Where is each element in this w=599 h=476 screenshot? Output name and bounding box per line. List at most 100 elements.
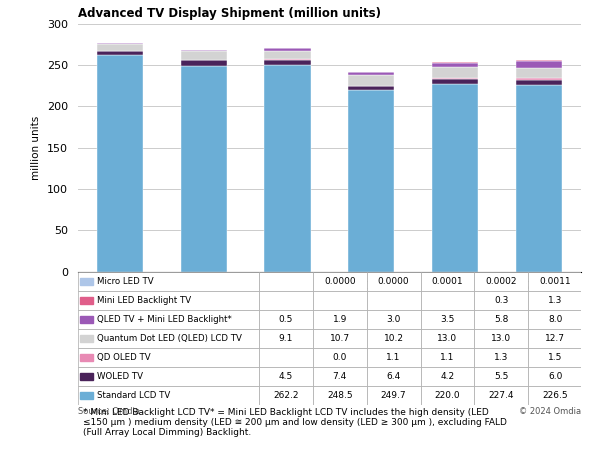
Bar [516, 68, 562, 79]
Bar [432, 78, 478, 79]
Bar [516, 61, 562, 68]
Text: 13.0: 13.0 [437, 334, 458, 343]
Bar [367, 347, 420, 367]
Bar [349, 72, 394, 75]
Bar [80, 316, 93, 323]
Bar [367, 272, 420, 291]
Text: QLED TV + Mini LED Backlight*: QLED TV + Mini LED Backlight* [97, 315, 232, 324]
Bar [313, 328, 367, 347]
Text: © 2024 Omdia: © 2024 Omdia [519, 407, 581, 416]
Text: 9.1: 9.1 [279, 334, 293, 343]
Text: 1.3: 1.3 [494, 353, 509, 362]
Bar [264, 48, 310, 51]
Text: 3.0: 3.0 [386, 315, 401, 324]
Text: 227.4: 227.4 [489, 390, 514, 399]
Bar [516, 85, 562, 272]
Bar [516, 79, 562, 85]
Bar [432, 63, 478, 68]
Bar [97, 55, 143, 272]
Bar [313, 310, 367, 328]
Text: Quantum Dot LED (QLED) LCD TV: Quantum Dot LED (QLED) LCD TV [97, 334, 242, 343]
Text: Advanced TV Display Shipment (million units): Advanced TV Display Shipment (million un… [78, 7, 381, 20]
Bar [264, 51, 310, 59]
Bar [474, 367, 528, 386]
Bar [259, 367, 313, 386]
Bar [78, 310, 259, 328]
Text: QD OLED TV: QD OLED TV [97, 353, 150, 362]
Bar [80, 354, 93, 361]
Bar [78, 367, 259, 386]
Text: 1.5: 1.5 [548, 353, 562, 362]
Bar [420, 291, 474, 310]
Bar [474, 291, 528, 310]
Bar [80, 373, 93, 380]
Bar [420, 347, 474, 367]
Bar [78, 347, 259, 367]
Bar [349, 87, 394, 90]
Text: 4.5: 4.5 [279, 372, 293, 380]
Bar [181, 50, 226, 51]
Bar [80, 278, 93, 285]
Bar [528, 272, 582, 291]
Bar [349, 90, 394, 272]
Text: 13.0: 13.0 [491, 334, 512, 343]
Text: 5.5: 5.5 [494, 372, 509, 380]
Text: 5.8: 5.8 [494, 315, 509, 324]
Bar [259, 310, 313, 328]
Text: Micro LED TV: Micro LED TV [97, 277, 153, 286]
Text: 10.2: 10.2 [383, 334, 404, 343]
Bar [474, 386, 528, 405]
Bar [516, 60, 562, 61]
Bar [181, 60, 226, 66]
Bar [367, 386, 420, 405]
Bar [181, 66, 226, 272]
Text: * Mini LED Backlight LCD TV* = Mini LED Backlight LCD TV includes the high densi: * Mini LED Backlight LCD TV* = Mini LED … [83, 407, 507, 437]
Bar [78, 386, 259, 405]
Bar [97, 44, 143, 51]
Bar [420, 272, 474, 291]
Bar [259, 291, 313, 310]
Bar [97, 51, 143, 55]
Bar [313, 386, 367, 405]
Bar [367, 291, 420, 310]
Text: WOLED TV: WOLED TV [97, 372, 143, 380]
Text: 220.0: 220.0 [435, 390, 460, 399]
Bar [528, 367, 582, 386]
Bar [474, 328, 528, 347]
Text: 0.0001: 0.0001 [432, 277, 463, 286]
Bar [349, 86, 394, 87]
Bar [313, 272, 367, 291]
Bar [528, 291, 582, 310]
Text: 3.5: 3.5 [440, 315, 455, 324]
Bar [80, 392, 93, 399]
Text: 0.3: 0.3 [494, 296, 509, 305]
Text: 6.4: 6.4 [386, 372, 401, 380]
Bar [420, 367, 474, 386]
Text: 0.0002: 0.0002 [486, 277, 517, 286]
Text: 12.7: 12.7 [545, 334, 565, 343]
Bar [264, 60, 310, 65]
Bar [432, 68, 478, 78]
Bar [313, 291, 367, 310]
Text: 249.7: 249.7 [381, 390, 406, 399]
Bar [474, 272, 528, 291]
Text: 1.3: 1.3 [548, 296, 562, 305]
Text: 1.1: 1.1 [440, 353, 455, 362]
Bar [259, 386, 313, 405]
Text: 0.0000: 0.0000 [324, 277, 356, 286]
Bar [528, 328, 582, 347]
Bar [420, 386, 474, 405]
Text: 0.5: 0.5 [279, 315, 293, 324]
Bar [367, 328, 420, 347]
Text: 4.2: 4.2 [440, 372, 455, 380]
Bar [259, 347, 313, 367]
Bar [181, 51, 226, 60]
Text: 1.9: 1.9 [332, 315, 347, 324]
Bar [420, 310, 474, 328]
Bar [474, 347, 528, 367]
Text: 8.0: 8.0 [548, 315, 562, 324]
Bar [259, 328, 313, 347]
Bar [367, 367, 420, 386]
Text: 6.0: 6.0 [548, 372, 562, 380]
Bar [313, 347, 367, 367]
